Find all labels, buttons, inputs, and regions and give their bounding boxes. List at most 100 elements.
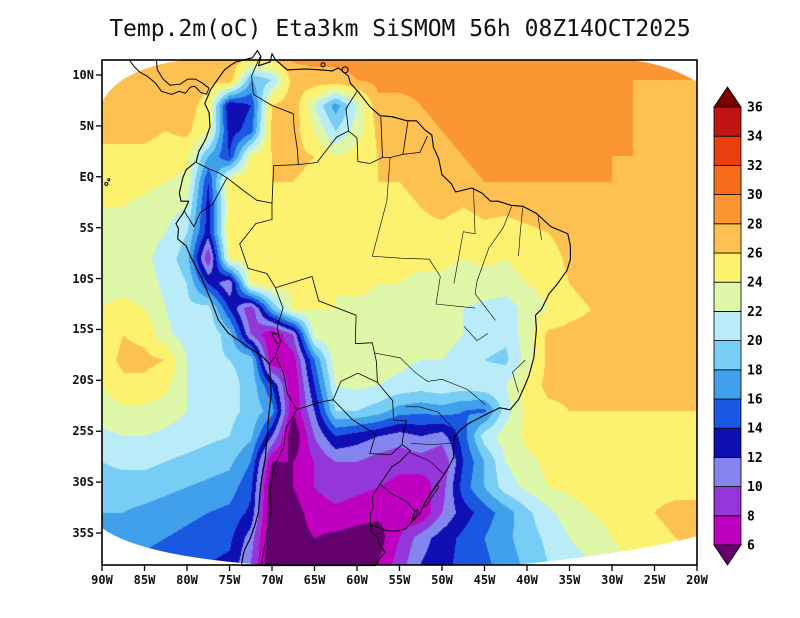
colorbar-segment <box>713 486 742 517</box>
colorbar-segment <box>713 456 742 487</box>
country-border <box>261 409 298 565</box>
state-border <box>518 207 524 257</box>
country-border <box>196 162 228 179</box>
lake <box>422 483 440 509</box>
domain-mask-bottom-right <box>515 536 697 565</box>
country-border <box>296 399 334 411</box>
country-border <box>275 355 298 411</box>
colorbar-tick-label: 30 <box>747 188 763 203</box>
lat-tick-label: 35S <box>72 526 94 540</box>
coastline <box>175 50 571 567</box>
state-border <box>453 187 476 284</box>
colorbar-segment <box>713 515 742 546</box>
colorbar-over-arrow <box>713 86 742 108</box>
country-border <box>345 91 358 132</box>
country-border <box>348 130 383 164</box>
colorbar-segment <box>713 281 742 312</box>
lon-tick-label: 50W <box>431 573 453 587</box>
colorbar-tick-label: 24 <box>747 276 763 291</box>
state-border <box>372 157 391 257</box>
lat-tick-label: 20S <box>72 373 94 388</box>
country-border <box>332 399 403 456</box>
lat-tick-label: EQ <box>79 169 94 184</box>
lat-tick-label: 5S <box>79 220 94 235</box>
lon-tick-label: 80W <box>176 573 198 587</box>
state-border <box>405 406 456 432</box>
lon-tick-label: 70W <box>261 573 283 587</box>
lon-tick-label: 60W <box>346 573 368 587</box>
lon-tick-label: 25W <box>643 573 666 587</box>
country-border <box>379 444 412 485</box>
lon-tick-label: 30W <box>601 573 623 587</box>
lon-tick-label: 20W <box>686 573 708 587</box>
state-border <box>411 443 454 445</box>
lon-tick-label: 65W <box>303 573 326 587</box>
colorbar-tick-label: 28 <box>747 217 763 232</box>
island <box>341 66 349 74</box>
state-border <box>373 352 428 382</box>
country-border <box>332 372 378 400</box>
state-border <box>409 452 445 476</box>
colorbar-tick-label: 14 <box>747 422 763 437</box>
colorbar-under-arrow <box>713 544 742 566</box>
country-border <box>239 203 276 288</box>
lon-tick-label: 85W <box>133 573 156 587</box>
lon-tick-label: 75W <box>218 573 241 587</box>
lat-tick-label: 15S <box>72 322 94 337</box>
colorbar-tick-label: 18 <box>747 363 763 378</box>
country-border <box>380 116 383 158</box>
colorbar-segment <box>713 252 742 283</box>
colorbar-segment <box>713 223 742 254</box>
colorbar-tick-label: 20 <box>747 334 763 349</box>
lake <box>411 507 419 523</box>
colorbar-segment <box>713 369 742 400</box>
lon-tick-label: 55W <box>388 573 411 587</box>
central-america-coastline <box>128 59 210 95</box>
domain-mask-bottom-left <box>102 528 265 565</box>
colorbar-tick-label: 32 <box>747 159 763 174</box>
lon-tick-label: 45W <box>473 573 496 587</box>
domain-mask-top-right <box>630 60 697 82</box>
colorbar-segment <box>713 194 742 225</box>
lat-tick-label: 5N <box>79 118 94 133</box>
country-border <box>298 130 349 165</box>
state-border <box>463 326 489 341</box>
country-border <box>184 177 228 228</box>
island <box>104 181 109 186</box>
state-border <box>427 378 486 406</box>
lon-tick-label: 40W <box>516 573 538 587</box>
colorbar-segment <box>713 398 742 429</box>
colorbar-segment <box>713 164 742 195</box>
temperature-field <box>102 60 697 565</box>
lat-tick-label: 25S <box>72 424 94 439</box>
colorbar-tick-label: 36 <box>747 101 763 116</box>
state-border <box>537 215 542 240</box>
country-border <box>251 56 299 165</box>
colorbar-tick-label: 16 <box>747 393 763 408</box>
lon-tick-label: 90W <box>91 573 113 587</box>
country-border <box>370 483 381 525</box>
colorbar-segment <box>713 135 742 166</box>
island <box>107 178 111 182</box>
lon-tick-label: 35W <box>558 573 581 587</box>
state-border <box>435 276 476 309</box>
country-border <box>269 355 276 365</box>
colorbar-segment <box>713 427 742 458</box>
colorbar-tick-label: 22 <box>747 305 763 320</box>
plot-frame <box>101 59 698 566</box>
island <box>320 62 326 68</box>
country-border <box>275 275 378 383</box>
lake <box>271 331 282 345</box>
lat-tick-label: 10N <box>72 68 94 82</box>
state-border <box>512 359 526 393</box>
domain-mask-top-left <box>102 60 185 102</box>
lat-tick-label: 10S <box>72 271 94 286</box>
colorbar-tick-label: 10 <box>747 480 763 495</box>
figure-title: Temp.2m(oC) Eta3km SiSMOM 56h 08Z14OCT20… <box>109 16 691 42</box>
colorbar-tick-label: 26 <box>747 247 763 262</box>
state-border <box>372 255 441 277</box>
country-border <box>226 164 299 204</box>
country-border <box>402 120 409 155</box>
